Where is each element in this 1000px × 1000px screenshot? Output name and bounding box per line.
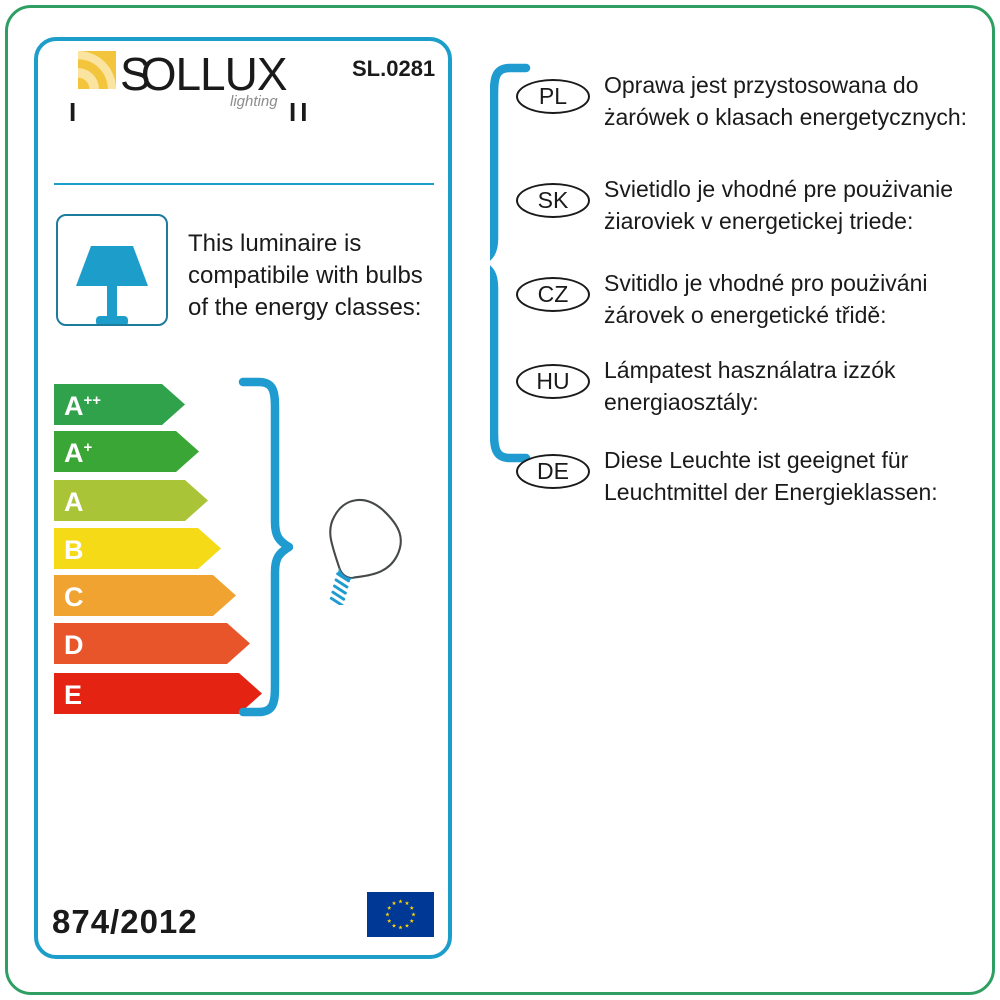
svg-text:A: A — [64, 487, 84, 517]
svg-text:B: B — [64, 535, 84, 565]
svg-text:C: C — [64, 582, 84, 612]
svg-text:E: E — [64, 680, 82, 710]
svg-text:D: D — [64, 630, 84, 660]
